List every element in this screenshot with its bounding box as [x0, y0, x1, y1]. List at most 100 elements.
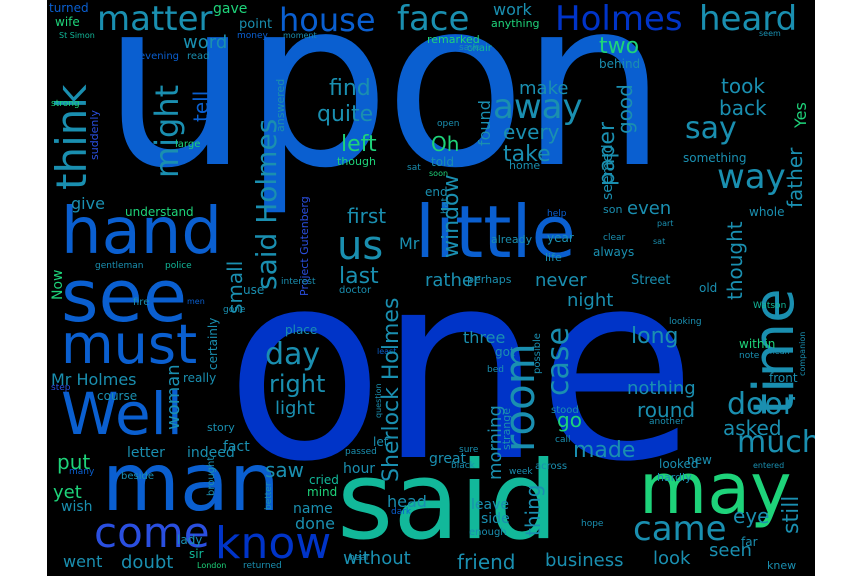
word-small: small: [223, 260, 247, 314]
word-stood: stood: [551, 405, 579, 416]
word-london: London: [197, 561, 227, 570]
word-interest: interest: [281, 277, 316, 287]
word-son: son: [603, 203, 623, 216]
word-mind: mind: [307, 485, 338, 499]
word-certainly: certainly: [206, 317, 220, 370]
word-st: sat: [653, 237, 666, 246]
word-sir: sir: [189, 547, 204, 561]
word-home: home: [509, 159, 541, 172]
word-within: within: [739, 337, 776, 351]
word-step: step: [51, 383, 71, 393]
word-matter: matter: [97, 0, 213, 39]
word-save: save: [459, 43, 481, 53]
word-eye: eye: [733, 504, 770, 528]
word-seem: seem: [759, 29, 781, 38]
word-well: Well: [61, 380, 183, 448]
word-light: light: [275, 398, 315, 419]
word-remarked: remarked: [427, 33, 480, 46]
word-house: house: [279, 1, 376, 39]
word-really: really: [183, 371, 217, 385]
word-see: see: [61, 254, 188, 338]
word-cloud: upon one said man may little see hand mu…: [47, 0, 815, 576]
word-open: open: [437, 119, 460, 129]
word-one: one: [225, 217, 697, 519]
word-wish: wish: [61, 499, 93, 515]
word-without: without: [343, 548, 411, 569]
word-week: week: [509, 467, 533, 477]
word-upon: upon: [102, 0, 667, 219]
word-beside: beside: [121, 471, 154, 482]
word-word: word: [183, 32, 228, 53]
word-case: case: [541, 327, 576, 396]
word-mr-holmes: Mr Holmes: [51, 370, 137, 389]
word-much: much: [737, 425, 815, 460]
word-front: front: [769, 371, 798, 385]
word-understand: understand: [125, 205, 194, 219]
word-anything: anything: [491, 17, 540, 30]
word-yet: yet: [53, 482, 82, 503]
word-head: head: [387, 492, 427, 511]
word-black: black: [451, 461, 475, 471]
word-strong: strong: [51, 99, 80, 109]
word-us: us: [337, 223, 384, 269]
word-hear: hear: [349, 553, 370, 563]
word-looking: looking: [669, 317, 702, 327]
word-dark: dark: [391, 507, 412, 517]
word-let: let: [373, 435, 389, 449]
word-entered: entered: [753, 461, 785, 470]
word-make: make: [519, 78, 569, 99]
word-doctor: doctor: [339, 285, 372, 296]
word-every: every: [503, 120, 560, 144]
word-business: business: [545, 550, 624, 571]
word-read: read: [187, 51, 210, 62]
word-brought: brought: [206, 456, 217, 496]
word-side: side: [481, 511, 510, 527]
word-hardly: hardly: [657, 471, 692, 484]
word-use: use: [243, 283, 265, 297]
word-thing: thing: [521, 484, 545, 536]
word-help: help: [547, 209, 567, 219]
word-oh: Oh: [431, 132, 460, 156]
word-enough: enough: [469, 527, 507, 538]
word-two: two: [599, 34, 640, 59]
word-hour: hour: [343, 461, 376, 477]
word-door: door: [727, 387, 796, 422]
word-found: found: [475, 100, 494, 146]
word-suddenly: suddenly: [88, 110, 101, 160]
word-moment: moment: [283, 31, 317, 40]
word-left: left: [341, 132, 377, 157]
word-said: said: [337, 439, 559, 564]
word-woman: woman: [163, 364, 184, 430]
word-wife: wife: [55, 15, 80, 29]
word-now: Now: [50, 269, 66, 301]
word-look: look: [653, 548, 691, 569]
word-thought: thought: [723, 221, 747, 300]
word-whole: whole: [749, 205, 785, 219]
word-old: old: [699, 281, 718, 295]
word-new: new: [687, 453, 712, 467]
word-indeed: indeed: [187, 445, 235, 461]
word-men: men: [187, 297, 205, 306]
word-might: might: [148, 84, 186, 178]
word-rather: rather: [425, 270, 481, 291]
word-three: three: [463, 328, 506, 347]
word-day: day: [265, 337, 321, 372]
word-st-simon: St Simon: [59, 31, 95, 40]
word-tell: tell: [189, 90, 213, 122]
word-letter: letter: [127, 445, 165, 461]
word-paper: paper: [595, 122, 620, 186]
word-chair: chair: [467, 43, 492, 54]
word-though: though: [337, 155, 376, 168]
word-looked: looked: [659, 457, 699, 471]
word-knew: knew: [767, 559, 797, 572]
word-part: part: [657, 219, 674, 228]
word-hope: hope: [581, 519, 604, 529]
word-said-holmes: said Holmes: [250, 118, 283, 290]
word-note: note: [739, 351, 760, 361]
word-soon: soon: [429, 169, 449, 178]
word-many: many: [69, 467, 95, 477]
word-end: end: [425, 185, 448, 199]
word-say: say: [685, 111, 737, 146]
word-holmes: Holmes: [555, 0, 683, 39]
word-take: take: [503, 142, 551, 167]
